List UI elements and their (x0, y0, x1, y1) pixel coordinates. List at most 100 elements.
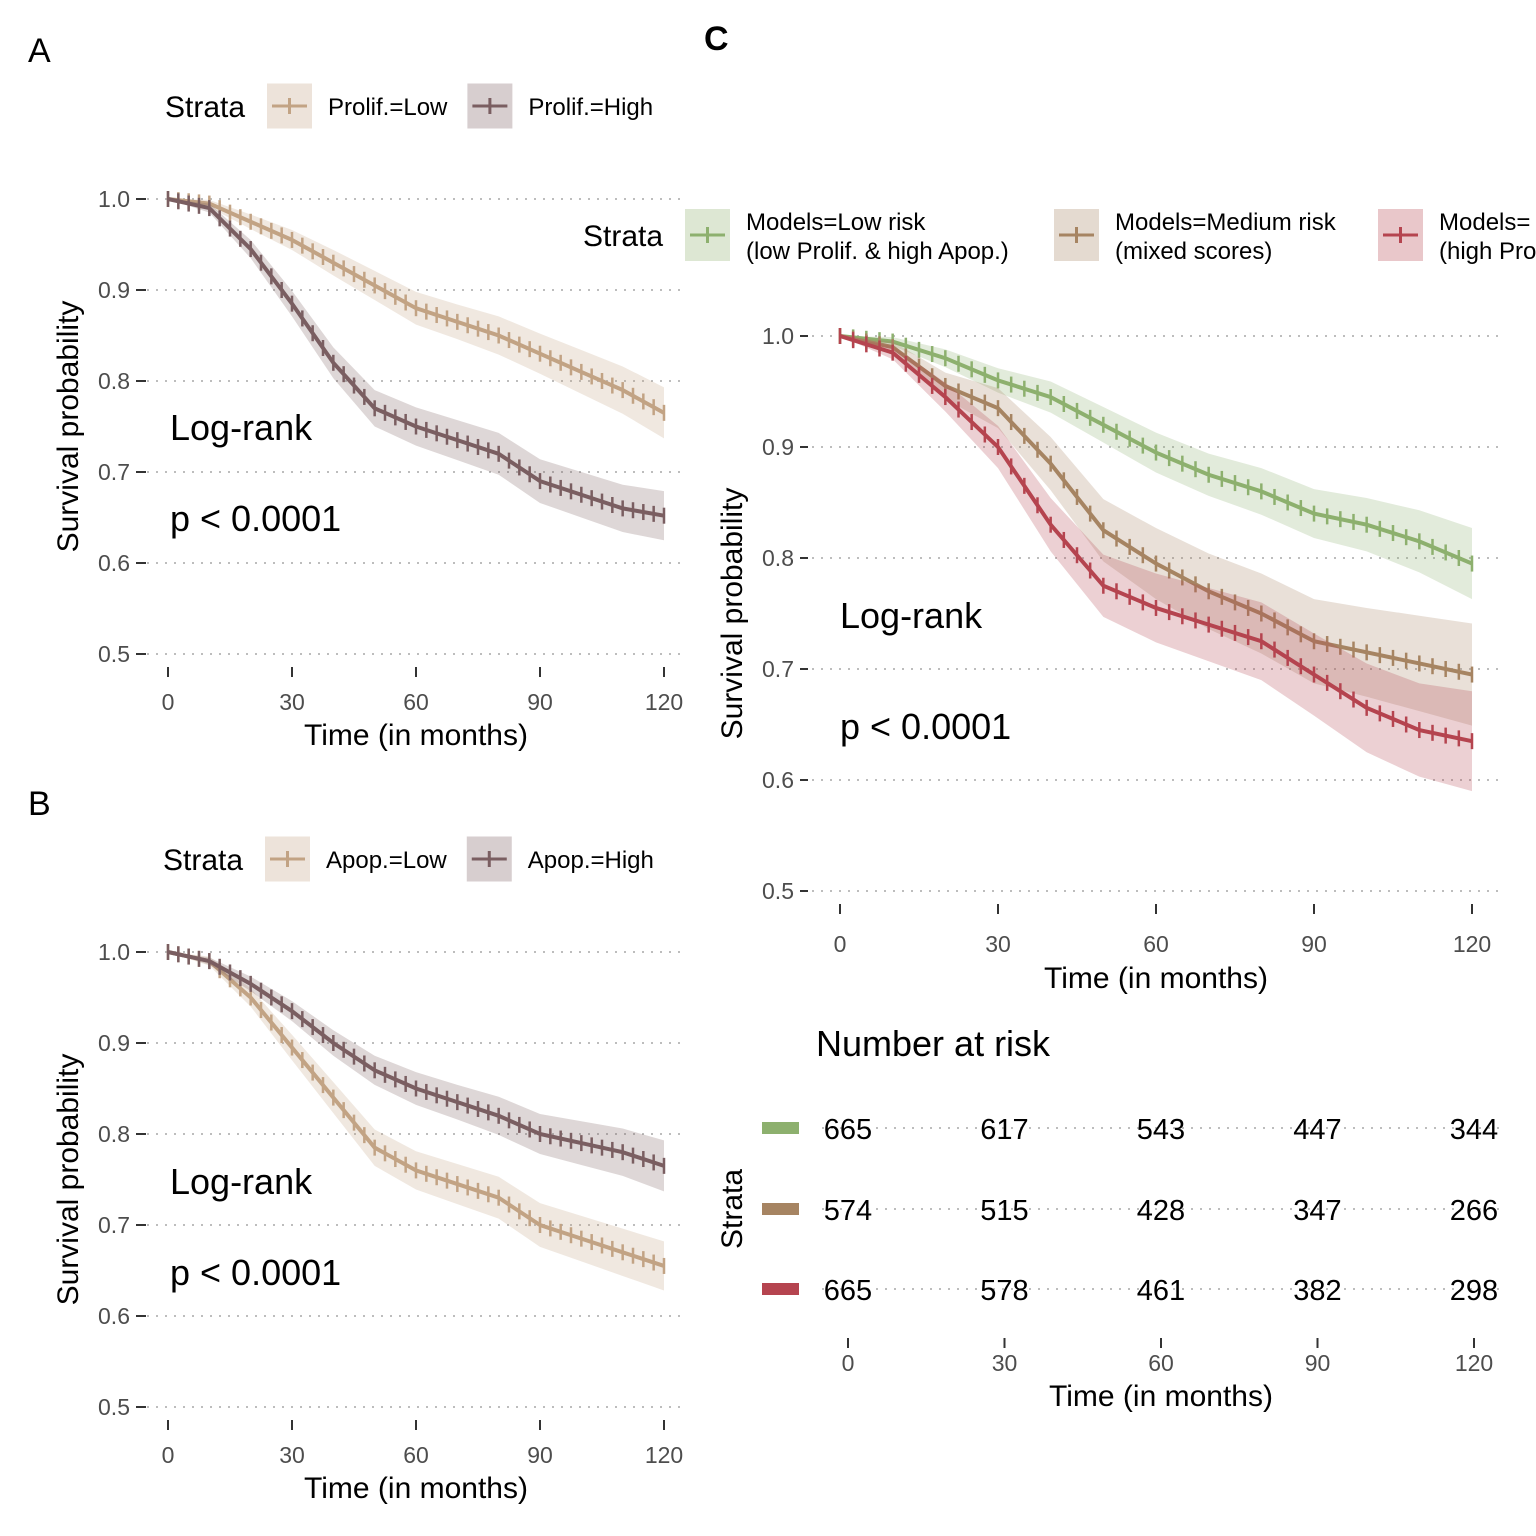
y-axis-label: Survival probability (716, 488, 749, 740)
confidence-band (840, 336, 1472, 726)
legend-item: Prolif.=High (467, 83, 653, 129)
y-tick-label: 0.9 (98, 1030, 130, 1056)
confidence-band (168, 952, 664, 1291)
y-axis-label: Survival probability (52, 301, 85, 553)
x-tick-label: 60 (1143, 931, 1169, 957)
y-tick-label: 1.0 (762, 323, 794, 349)
x-tick-label: 30 (279, 689, 305, 715)
legend-item: Models=(high Pro (1378, 209, 1536, 265)
x-tick-label: 120 (1453, 931, 1491, 957)
y-tick-label: 0.8 (762, 545, 794, 571)
legend-title: Strata (583, 220, 663, 253)
x-tick-label: 30 (279, 1442, 305, 1468)
risk-x-tick-label: 30 (992, 1350, 1018, 1376)
legend-item: Models=Medium risk(mixed scores) (1054, 209, 1337, 265)
risk-row-key (762, 1122, 799, 1134)
y-tick-label: 0.7 (762, 656, 794, 682)
legend-title: Strata (163, 844, 243, 877)
x-tick-label: 0 (162, 1442, 175, 1468)
confidence-band (168, 199, 664, 439)
legend-b: Strata Apop.=Low Apop.=High (163, 836, 654, 882)
risk-count: 617 (980, 1114, 1028, 1146)
confidence-band (840, 336, 1472, 600)
x-tick-label: 60 (403, 689, 429, 715)
legend-item: Apop.=Low (265, 836, 447, 882)
legend-c: Strata Models=Low risk(low Prolif. & high… (583, 209, 1536, 265)
y-tick-label: 0.8 (98, 1121, 130, 1147)
p-value-label: p < 0.0001 (170, 498, 341, 539)
y-tick-label: 1.0 (98, 939, 130, 965)
p-value-label: p < 0.0001 (840, 706, 1011, 747)
risk-x-tick-label: 60 (1148, 1350, 1174, 1376)
legend-label: Models=Low risk (746, 209, 926, 236)
legend-label-line2: (low Prolif. & high Apop.) (746, 238, 1009, 265)
risk-count: 447 (1293, 1114, 1341, 1146)
x-axis-label: Time (in months) (304, 719, 528, 752)
logrank-label: Log-rank (170, 1161, 313, 1202)
y-tick-label: 0.5 (98, 1394, 130, 1420)
risk-x-axis-label: Time (in months) (1049, 1380, 1273, 1413)
x-tick-label: 0 (162, 689, 175, 715)
risk-count: 344 (1450, 1114, 1498, 1146)
risk-count: 428 (1137, 1195, 1185, 1227)
risk-x-tick-label: 0 (842, 1350, 855, 1376)
legend-label: Apop.=High (528, 847, 654, 874)
legend-title: Strata (165, 91, 245, 124)
panel-letter-b: B (28, 785, 51, 823)
legend-label: Prolif.=Low (328, 94, 448, 121)
panel-letter-c: C (704, 20, 729, 58)
legend-item: Prolif.=Low (267, 83, 448, 129)
x-tick-label: 120 (645, 1442, 683, 1468)
series-2 (166, 944, 666, 1192)
risk-x-tick-label: 90 (1305, 1350, 1331, 1376)
series-1 (838, 328, 1474, 600)
legend-label-line2: (high Pro (1439, 238, 1536, 265)
y-tick-label: 0.6 (762, 767, 794, 793)
risk-count: 574 (824, 1195, 872, 1227)
risk-count: 515 (980, 1195, 1028, 1227)
legend-label: Apop.=Low (326, 847, 447, 874)
y-tick-label: 0.7 (98, 459, 130, 485)
risk-count: 298 (1450, 1275, 1498, 1307)
y-tick-label: 0.6 (98, 1303, 130, 1329)
x-tick-label: 90 (1301, 931, 1327, 957)
risk-row-key (762, 1203, 799, 1215)
series-3 (838, 328, 1474, 792)
censor-marks (838, 328, 1474, 572)
series-2 (166, 191, 666, 541)
risk-row-key (762, 1283, 799, 1295)
risk-table-title: Number at risk (816, 1023, 1051, 1064)
x-tick-label: 90 (527, 1442, 553, 1468)
risk-row-2: 574 515 428 347 266 (762, 1195, 1505, 1227)
panel-letter-a: A (28, 32, 51, 70)
y-tick-label: 1.0 (98, 186, 130, 212)
x-axis-label: Time (in months) (1044, 962, 1268, 995)
risk-row-1: 665 617 543 447 344 (762, 1114, 1505, 1146)
y-tick-label: 0.9 (762, 434, 794, 460)
censor-marks (838, 328, 1474, 683)
legend-a: Strata Prolif.=Low Prolif.=High (165, 83, 653, 129)
y-tick-label: 0.6 (98, 550, 130, 576)
censor-marks (166, 944, 666, 1174)
x-axis-label: Time (in months) (304, 1472, 528, 1505)
risk-count: 461 (1137, 1275, 1185, 1307)
y-tick-label: 0.8 (98, 368, 130, 394)
survival-chart-a: Strata Prolif.=Low Prolif.=High 0.5 0.6 0.7 0.… (52, 83, 685, 752)
series-1 (166, 944, 666, 1291)
p-value-label: p < 0.0001 (170, 1252, 341, 1293)
survival-chart-b: Strata Apop.=Low Apop.=High 0.5 0.6 0.7 0.8 0.9… (52, 836, 685, 1505)
risk-count: 665 (824, 1275, 872, 1307)
x-tick-label: 90 (527, 689, 553, 715)
x-tick-label: 120 (645, 689, 683, 715)
risk-count: 347 (1293, 1195, 1341, 1227)
risk-count: 382 (1293, 1275, 1341, 1307)
y-tick-label: 0.7 (98, 1212, 130, 1238)
legend-item: Models=Low risk(low Prolif. & high Apop.… (685, 209, 1009, 265)
legend-label: Models= (1439, 209, 1530, 236)
risk-count: 543 (1137, 1114, 1185, 1146)
risk-count: 578 (980, 1275, 1028, 1307)
risk-x-tick-label: 120 (1455, 1350, 1493, 1376)
x-tick-label: 30 (985, 931, 1011, 957)
logrank-label: Log-rank (170, 407, 313, 448)
